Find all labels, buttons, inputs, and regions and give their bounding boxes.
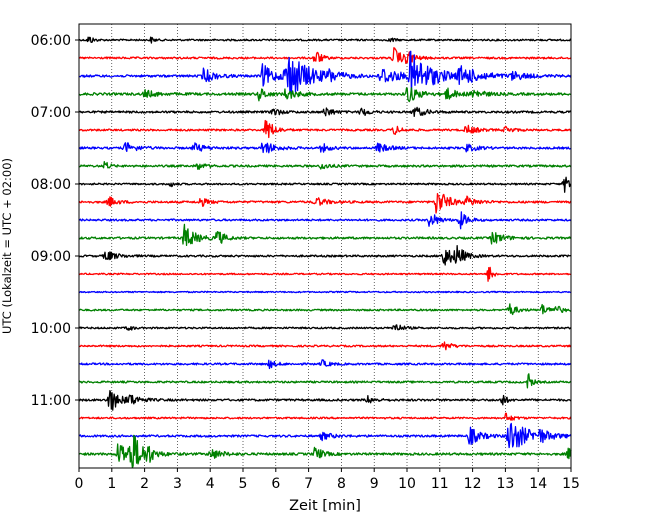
- trace-0615: [78, 47, 572, 65]
- trace-1100: [78, 390, 572, 411]
- trace-1145: [78, 434, 572, 469]
- y-axis-label: UTC (Lokalzeit = UTC + 02:00): [0, 158, 14, 334]
- x-tick-label: 5: [239, 476, 248, 492]
- vertical-grid: [111, 24, 539, 468]
- trace-0630: [78, 50, 572, 98]
- trace-0900: [78, 245, 572, 266]
- x-tick-label: 9: [370, 476, 379, 492]
- y-tick-label: 09:00: [31, 249, 71, 265]
- trace-0645: [78, 87, 572, 103]
- trace-1115: [78, 412, 572, 421]
- x-tick-label: 13: [496, 476, 514, 492]
- trace-0830: [78, 211, 572, 230]
- x-tick-label: 4: [206, 476, 215, 492]
- x-tick-label: 15: [562, 476, 580, 492]
- trace-0915: [78, 266, 572, 282]
- trace-0715: [78, 119, 572, 139]
- y-tick-label: 07:00: [31, 105, 71, 121]
- trace-0730: [78, 142, 572, 154]
- trace-0815: [78, 192, 572, 214]
- trace-1030: [78, 359, 572, 370]
- x-tick-label: 7: [304, 476, 313, 492]
- y-tick-label: 08:00: [31, 177, 71, 193]
- y-tick-label: 10:00: [31, 321, 71, 337]
- y-tick-label: 06:00: [31, 33, 71, 49]
- trace-1015: [78, 341, 572, 351]
- y-axis-ticks: 06:00 07:00 08:00 09:00 10:00 11:00: [31, 33, 79, 409]
- trace-1045: [78, 373, 572, 389]
- trace-1000: [78, 324, 572, 331]
- x-tick-label: 1: [107, 476, 116, 492]
- x-tick-label: 3: [173, 476, 182, 492]
- x-tick-label: 12: [464, 476, 482, 492]
- x-tick-label: 8: [337, 476, 346, 492]
- trace-0700: [78, 106, 572, 118]
- trace-0600: [78, 36, 572, 44]
- trace-1130: [78, 422, 572, 449]
- x-axis-label: Zeit [min]: [289, 498, 361, 514]
- x-tick-label: 0: [75, 476, 84, 492]
- trace-0930: [78, 290, 572, 294]
- y-tick-label: 11:00: [31, 393, 71, 409]
- x-tick-label: 6: [271, 476, 280, 492]
- x-tick-label: 14: [529, 476, 547, 492]
- trace-0800: [78, 176, 572, 193]
- x-tick-label: 10: [398, 476, 416, 492]
- trace-0745: [78, 160, 572, 170]
- trace-group: [78, 36, 572, 469]
- x-tick-label: 2: [140, 476, 149, 492]
- x-tick-label: 11: [431, 476, 449, 492]
- trace-0945: [79, 303, 572, 316]
- trace-0845: [78, 223, 572, 247]
- plot-frame: [78, 23, 572, 469]
- x-axis-ticks: 0 1 2 3 4 5 6 7 8 9 10 11 12 13 14 15: [75, 468, 580, 492]
